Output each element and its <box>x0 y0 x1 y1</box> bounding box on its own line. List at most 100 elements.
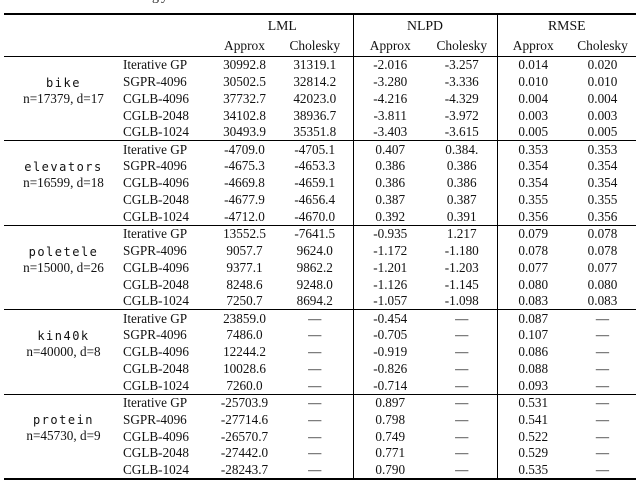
value-cell: 0.355 <box>587 192 618 208</box>
table-row: poletele n=15000, d=26 Iterative GP 13552.5… <box>4 225 636 311</box>
table-row: CGLB-2048 10028.6 — -0.826 — 0.088 — <box>4 360 636 378</box>
value-cell: 0.088 <box>496 360 569 378</box>
value-cell: 0.386 <box>446 175 477 191</box>
method-label: CGLB-2048 <box>123 445 189 461</box>
value-cell: 0.020 <box>587 57 618 73</box>
value-cell: 10028.6 <box>223 360 266 376</box>
method-label: SGPR-4096 <box>123 73 187 89</box>
method-label: CGLB-4096 <box>123 175 189 191</box>
dataset-label-group: bike n=17379, d=17 <box>4 75 123 107</box>
method-label: CGLB-1024 <box>123 377 212 395</box>
value-cell: -1.098 <box>427 292 497 311</box>
value-cell: 30992.8 <box>223 57 266 73</box>
value-cell: — <box>455 445 469 461</box>
value-cell: 23859.0 <box>223 310 266 326</box>
table-row: CGLB-4096 37732.7 42023.0 -4.216 -4.329 0.004… <box>4 90 636 108</box>
value-cell: -0.919 <box>352 343 427 361</box>
value-cell: 9057.7 <box>226 242 263 258</box>
table-row: SGPR-4096 -27714.6 — 0.798 — 0.541 — <box>4 411 636 429</box>
table-row: SGPR-4096 -4675.3 -4653.3 0.386 0.386 0.354 0.… <box>4 157 636 175</box>
value-cell: 0.535 <box>496 461 569 480</box>
value-cell: -3.257 <box>444 57 479 73</box>
value-cell: 0.083 <box>496 292 569 311</box>
dataset-name: kin40k <box>37 329 90 344</box>
value-cell: 0.107 <box>496 326 569 344</box>
value-cell: 0.077 <box>496 259 569 277</box>
table-row: bike n=17379, d=17 Iterative GP 30992.8 3131… <box>4 56 636 142</box>
value-cell: 0.531 <box>496 394 569 412</box>
value-cell: — <box>455 428 469 444</box>
subheader-nlpd-approx: Approx <box>352 36 427 57</box>
dataset-cell: bike n=17379, d=17 <box>4 56 123 142</box>
dataset-name: protein <box>32 413 95 428</box>
value-cell: -1.126 <box>352 276 427 293</box>
table-row: CGLB-4096 -4669.8 -4659.1 0.386 0.386 0.354 0.… <box>4 174 636 192</box>
value-cell: 0.897 <box>352 394 427 412</box>
value-cell: 0.354 <box>587 158 618 174</box>
value-cell: -3.403 <box>352 124 427 142</box>
col-group-rmse: RMSE <box>496 13 637 36</box>
value-cell: — <box>308 395 322 410</box>
value-cell: — <box>595 411 610 427</box>
value-cell: -4709.0 <box>224 141 265 157</box>
value-cell: -1.201 <box>352 259 427 277</box>
value-cell: 0.387 <box>446 192 477 208</box>
value-cell: — <box>277 461 353 480</box>
value-cell: 0.387 <box>352 191 427 209</box>
value-cell: 12244.2 <box>223 344 266 360</box>
value-cell: -4.329 <box>444 90 479 106</box>
value-cell: 9377.1 <box>226 259 263 275</box>
table-row: SGPR-4096 9057.7 9624.0 -1.172 -1.180 0.078 0.… <box>4 242 636 260</box>
value-cell: — <box>595 310 610 326</box>
dataset-cell: poletele n=15000, d=26 <box>4 225 123 311</box>
value-cell: 0.386 <box>352 157 427 175</box>
value-cell: 38936.7 <box>293 107 337 123</box>
value-cell: 9624.0 <box>296 242 333 258</box>
method-label: CGLB-4096 <box>123 428 189 444</box>
method-label: CGLB-2048 <box>123 276 189 292</box>
value-cell: 0.356 <box>569 208 637 226</box>
value-cell: -3.336 <box>444 73 479 89</box>
subheader-lml-approx: Approx <box>212 36 277 57</box>
table-row: CGLB-4096 -26570.7 — 0.749 — 0.522 — <box>4 428 636 445</box>
method-label: SGPR-4096 <box>123 158 187 174</box>
value-cell: — <box>595 445 610 461</box>
value-cell: 0.086 <box>496 343 569 361</box>
value-cell: -4677.9 <box>224 192 265 208</box>
dataset-dimensions: n=17379, d=17 <box>23 90 104 106</box>
value-cell: 0.003 <box>587 107 618 123</box>
value-cell: 31319.1 <box>293 57 337 73</box>
method-label: Iterative GP <box>123 310 188 326</box>
value-cell: -26570.7 <box>220 428 269 444</box>
value-cell: — <box>308 327 322 343</box>
dataset-cell: kin40k n=40000, d=8 <box>4 309 123 395</box>
value-cell: 0.386 <box>352 174 427 192</box>
value-cell: 0.080 <box>587 276 618 292</box>
table-body: bike n=17379, d=17 Iterative GP 30992.8 3131… <box>4 56 637 480</box>
value-cell: 0.083 <box>569 292 637 311</box>
value-cell: 0.078 <box>496 242 569 260</box>
value-cell: — <box>308 411 322 427</box>
method-label: Iterative GP <box>123 395 188 410</box>
value-cell: 0.078 <box>587 226 618 242</box>
dataset-name: poletele <box>28 244 99 259</box>
value-cell: 0.010 <box>496 73 569 91</box>
value-cell: 0.790 <box>352 461 427 480</box>
value-cell: 9862.2 <box>296 259 333 275</box>
table-row: CGLB-2048 -4677.9 -4656.4 0.387 0.387 0.355 0.… <box>4 191 636 209</box>
value-cell: — <box>595 344 610 360</box>
value-cell: — <box>277 377 353 395</box>
value-cell: 0.771 <box>352 444 427 462</box>
value-cell: 0.353 <box>587 141 618 157</box>
value-cell: 0.386 <box>446 158 477 174</box>
corner-spacer <box>123 13 212 36</box>
value-cell: 0.392 <box>352 208 427 226</box>
value-cell: 0.004 <box>496 90 569 108</box>
corner-spacer <box>123 36 212 57</box>
table-row: elevators n=16599, d=18 Iterative GP -4709.… <box>4 140 636 226</box>
value-cell: 0.354 <box>496 174 569 192</box>
value-cell: -7641.5 <box>294 226 336 242</box>
value-cell: -4669.8 <box>224 175 265 191</box>
value-cell: -4705.1 <box>294 141 336 157</box>
method-label: CGLB-2048 <box>123 192 189 208</box>
